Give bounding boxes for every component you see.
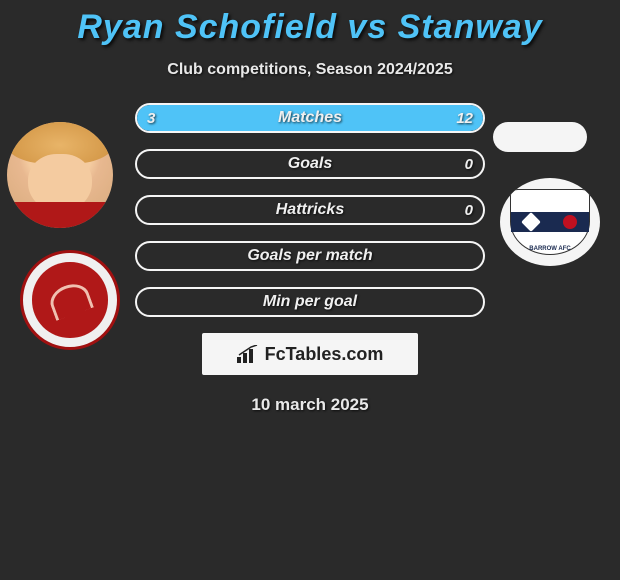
branding-text: FcTables.com: [265, 344, 384, 365]
stat-row: 0Hattricks: [135, 195, 485, 225]
player2-avatar-placeholder: [493, 122, 587, 152]
stat-label: Matches: [137, 105, 483, 131]
stat-label: Min per goal: [137, 289, 483, 315]
club1-inner: [32, 262, 107, 337]
player1-shirt: [7, 202, 113, 229]
comparison-card: Ryan Schofield vs Stanway Club competiti…: [0, 0, 620, 415]
stat-row: 0Goals: [135, 149, 485, 179]
club1-badge: [20, 250, 120, 350]
club2-inner: BARROW AFC: [510, 189, 590, 256]
stat-label: Goals: [137, 151, 483, 177]
club2-stripe: [511, 212, 589, 231]
club1-shrimp-icon: [46, 279, 94, 321]
club2-badge: BARROW AFC: [500, 178, 600, 266]
page-title: Ryan Schofield vs Stanway: [0, 8, 620, 47]
chart-icon: [237, 345, 259, 363]
stat-row: Min per goal: [135, 287, 485, 317]
stat-row: Goals per match: [135, 241, 485, 271]
stats-area: 312Matches 0Goals 0Hattricks Goals per matc…: [135, 103, 485, 317]
club2-ornament-icon: [563, 215, 577, 229]
stat-row: 312Matches: [135, 103, 485, 133]
stat-label: Hattricks: [137, 197, 483, 223]
stat-label: Goals per match: [137, 243, 483, 269]
club2-label: BARROW AFC: [511, 246, 589, 252]
player1-avatar: [7, 122, 113, 228]
subtitle: Club competitions, Season 2024/2025: [0, 61, 620, 79]
branding-badge: FcTables.com: [202, 333, 418, 375]
date-label: 10 march 2025: [0, 395, 620, 415]
club2-ornament-icon: [521, 212, 541, 232]
